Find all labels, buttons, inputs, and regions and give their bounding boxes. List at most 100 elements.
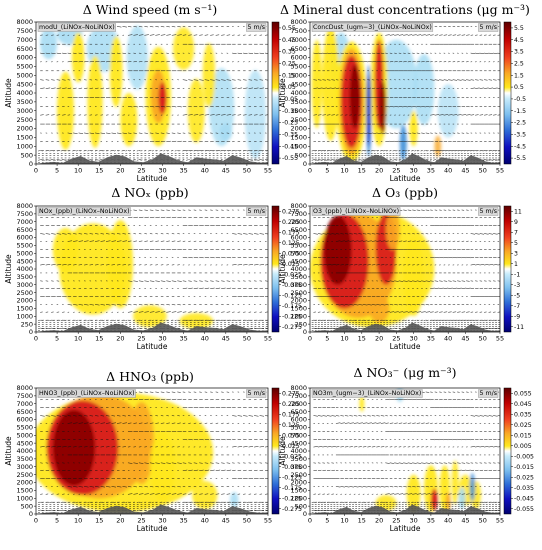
wind-arrow [193,493,198,495]
wind-arrow [380,132,386,134]
wind-arrow [439,280,443,282]
x-tick-label: 30 [158,335,166,343]
wind-arrow [394,140,399,143]
wind-arrow [166,34,171,36]
wind-arrow [116,240,122,242]
colorbar-tick-label: -11 [514,324,524,331]
wind-arrow [182,287,188,289]
wind-arrow [475,52,480,54]
colorbar-tick-label: -4.5 [514,143,526,150]
anomaly-blob [179,313,214,329]
panel-1: Δ Wind speed (m s⁻¹) modU_(LiNOx–NoLiNOx)… [4,2,298,183]
y-tick-label: 3500 [16,98,33,106]
wind-arrow [237,469,242,471]
wind-arrow [484,114,488,116]
wind-arrow [73,61,78,63]
wind-arrow [105,446,110,448]
wind-arrow [188,287,193,289]
wind-arrow [479,287,484,289]
wind-arrow [199,79,204,81]
colorbar-tick-label: -0.35 [282,131,298,138]
wind-arrow [412,209,416,211]
wind-arrow [232,233,237,235]
wind-arrow [204,469,210,471]
wind-arrow [403,304,407,306]
wind-arrow [349,264,353,266]
wind-arrow [73,486,78,488]
wind-arrow [40,264,45,266]
wind-arrow [127,132,132,134]
variable-label: ConcDust_(ugm−3)_(LiNOx–NoLiNOx) [313,24,432,31]
wind-arrow [389,216,395,219]
colorbar-tick-label: 11 [514,208,522,215]
wind-arrow [326,79,331,81]
wind-arrow [232,287,236,289]
colorbar-tick-label: -0.25 [282,120,298,127]
wind-arrow [56,287,61,289]
y-tick-label: 4000 [290,265,307,273]
y-tick-label: 6000 [16,234,33,242]
anomaly-blob [230,491,239,508]
wind-arrow [116,264,121,266]
wind-arrow [144,132,148,134]
y-tick-label: 2000 [16,297,33,305]
wind-arrow [122,87,126,89]
wind-arrow [313,87,318,89]
wind-arrow [313,256,317,258]
colorbar-tick-label: -1 [514,271,520,278]
wind-arrow [412,132,416,134]
wind-arrow [84,87,88,89]
wind-arrow [116,26,122,28]
wind-arrow [416,34,422,36]
wind-arrow [313,52,318,54]
vector-scale-label: 5 m/s [247,24,265,31]
wind-arrow [122,26,127,28]
wind-arrow [221,280,225,282]
wind-arrow [155,61,159,63]
wind-arrow [331,52,336,54]
wind-arrow [484,264,489,266]
wind-arrow [407,61,412,63]
vector-scale-box [246,23,267,32]
colorbar-tick-label: -0.45 [282,143,298,150]
wind-arrow [40,114,44,116]
wind-arrow [430,280,434,282]
wind-arrow [116,61,122,63]
y-tick-label: 2000 [16,125,33,133]
wind-arrow [204,493,209,495]
wind-arrow [177,240,181,242]
x-tick-label: 20 [375,167,383,175]
wind-arrow [149,486,154,488]
wind-arrow [144,304,148,306]
wind-arrow [149,106,155,108]
wind-arrow [389,311,395,313]
x-tick-label: 35 [179,335,187,343]
wind-arrow [182,280,187,282]
wind-arrow [133,240,137,242]
wind-arrow [210,462,214,464]
wind-arrow [171,61,176,63]
wind-arrow [371,87,376,89]
wind-arrow [412,311,417,313]
wind-arrow [425,280,431,282]
wind-arrow [95,87,99,89]
wind-arrow [116,233,121,235]
wind-arrow [133,132,137,134]
wind-arrow [144,61,148,63]
wind-arrow [160,240,165,242]
wind-arrow [317,79,322,81]
anomaly-blob [399,124,407,161]
wind-arrow [470,256,475,258]
wind-arrow [149,34,155,36]
wind-arrow [443,114,449,116]
wind-arrow [40,446,45,448]
x-tick-label: 5 [55,167,59,175]
wind-arrow [425,240,430,242]
wind-arrow [155,280,160,282]
wind-arrow [403,209,407,211]
wind-arrow [466,280,470,282]
wind-arrow [210,79,215,81]
wind-arrow [155,216,160,219]
wind-arrow [89,486,95,488]
wind-arrow [313,79,317,81]
